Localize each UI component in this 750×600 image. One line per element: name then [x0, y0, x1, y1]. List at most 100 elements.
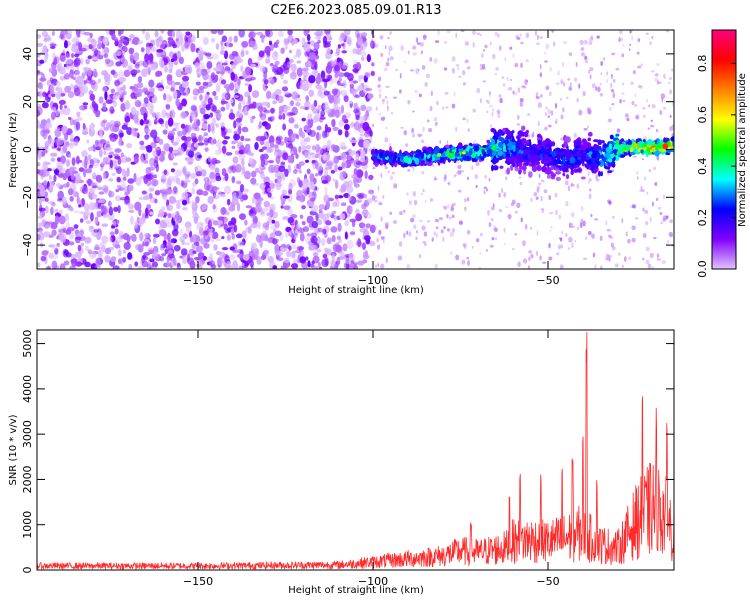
noise-cell: [301, 205, 306, 210]
signal-cell: [592, 139, 600, 143]
noise-cell: [620, 92, 625, 95]
noise-cell: [360, 150, 366, 159]
noise-cell: [355, 153, 360, 161]
noise-cell: [554, 192, 558, 198]
noise-cell: [313, 177, 317, 185]
noise-cell: [160, 178, 166, 183]
noise-cell: [459, 221, 464, 224]
signal-cell: [400, 153, 404, 161]
noise-cell: [669, 89, 672, 95]
noise-cell: [119, 38, 126, 43]
noise-cell: [413, 199, 418, 206]
noise-cell: [74, 251, 83, 259]
noise-cell: [564, 180, 569, 186]
noise-cell: [576, 226, 579, 231]
signal-cell: [456, 153, 460, 157]
noise-cell: [201, 203, 209, 210]
noise-cell: [442, 236, 445, 243]
noise-cell: [95, 257, 102, 267]
noise-cell: [255, 168, 260, 174]
signal-cell: [642, 139, 646, 143]
signal-cell: [585, 148, 589, 154]
noise-cell: [575, 62, 578, 67]
noise-cell: [288, 117, 295, 124]
noise-cell: [475, 184, 478, 188]
noise-cell: [382, 195, 385, 199]
signal-cell: [550, 165, 554, 171]
noise-cell: [136, 88, 144, 95]
noise-cell: [573, 133, 577, 138]
noise-cell: [385, 62, 390, 67]
noise-cell: [267, 215, 273, 223]
noise-cell: [421, 50, 423, 55]
noise-cell: [471, 246, 474, 249]
noise-cell: [567, 185, 571, 192]
noise-cell: [599, 82, 602, 86]
noise-cell: [261, 230, 268, 236]
noise-cell: [625, 231, 628, 237]
noise-cell: [282, 79, 288, 85]
signal-cell: [602, 144, 610, 148]
noise-cell: [166, 204, 174, 212]
signal-cell: [569, 156, 576, 164]
noise-cell: [274, 60, 280, 66]
noise-cell: [358, 75, 362, 82]
noise-cell: [176, 50, 182, 59]
noise-cell: [567, 78, 571, 81]
noise-cell: [240, 65, 244, 72]
signal-cell: [528, 140, 532, 148]
noise-cell: [140, 47, 145, 53]
noise-cell: [55, 91, 61, 100]
noise-cell: [608, 106, 613, 111]
noise-cell: [241, 262, 245, 267]
noise-cell: [659, 211, 663, 216]
noise-cell: [61, 125, 68, 134]
noise-cell: [518, 176, 522, 179]
noise-cell: [108, 206, 114, 216]
noise-cell: [287, 155, 294, 164]
signal-cell: [660, 148, 666, 153]
noise-cell: [655, 197, 659, 202]
noise-cell: [62, 172, 68, 181]
noise-cell: [350, 139, 358, 143]
noise-cell: [358, 223, 366, 227]
noise-cell: [236, 180, 242, 185]
noise-cell: [212, 90, 217, 96]
noise-cell: [356, 169, 364, 178]
noise-cell: [501, 187, 504, 194]
noise-cell: [412, 190, 416, 197]
noise-cell: [46, 79, 52, 85]
noise-cell: [463, 198, 467, 203]
noise-cell: [110, 234, 116, 243]
signal-cell: [406, 157, 413, 165]
noise-cell: [492, 53, 496, 60]
signal-cell: [581, 138, 587, 143]
noise-cell: [51, 201, 56, 207]
noise-cell: [587, 230, 592, 236]
noise-cell: [65, 229, 72, 235]
noise-cell: [43, 180, 48, 186]
noise-cell: [466, 256, 469, 260]
noise-cell: [608, 256, 611, 262]
noise-cell: [365, 223, 371, 228]
noise-cell: [171, 30, 176, 38]
noise-cell: [547, 114, 551, 119]
noise-cell: [669, 125, 674, 132]
noise-cell: [305, 159, 310, 163]
noise-cell: [289, 251, 297, 259]
noise-cell: [139, 232, 144, 242]
noise-cell: [422, 241, 427, 244]
noise-cell: [588, 70, 591, 74]
noise-cell: [596, 35, 600, 39]
signal-cell: [564, 136, 571, 143]
noise-cell: [280, 205, 284, 209]
noise-cell: [384, 137, 389, 143]
noise-cell: [50, 100, 55, 109]
noise-cell: [195, 235, 201, 243]
noise-cell: [201, 100, 206, 106]
noise-cell: [645, 221, 649, 226]
noise-cell: [69, 133, 74, 141]
noise-cell: [67, 188, 74, 196]
signal-cell: [572, 152, 576, 158]
noise-cell: [322, 153, 327, 161]
